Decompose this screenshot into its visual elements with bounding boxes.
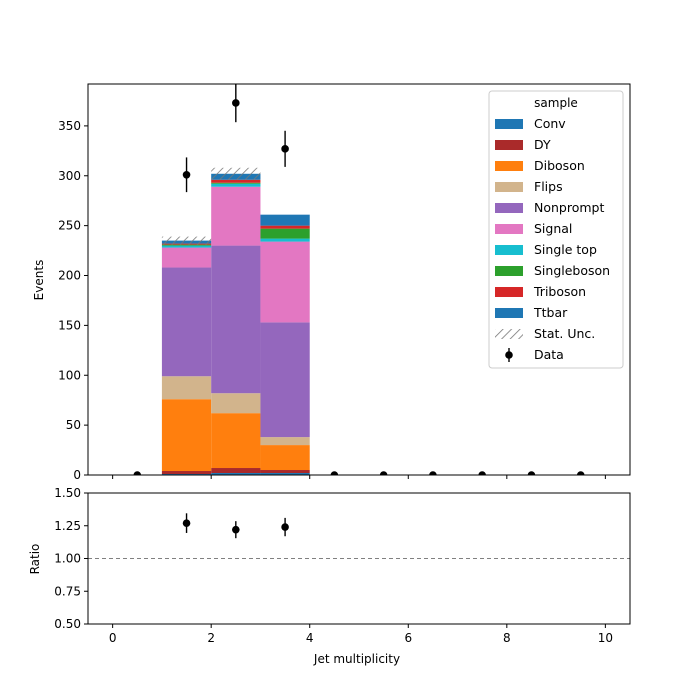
ratio-ytick-label-3: 1.25 <box>54 519 81 533</box>
stat-unc-bin-2 <box>211 167 261 180</box>
data-point-7 <box>429 471 437 475</box>
legend-swatch-nonprompt <box>495 203 523 213</box>
data-point-6 <box>379 471 388 475</box>
xtick-label-8: 8 <box>503 631 511 645</box>
bar-ttbar-bin-3 <box>260 214 310 226</box>
x-axis-label: Jet multiplicity <box>313 652 400 666</box>
xtick-label-0: 0 <box>109 631 117 645</box>
bar-nonprompt-bin-2 <box>211 245 261 394</box>
legend-label-singleboson: Singleboson <box>534 263 610 278</box>
bar-diboson-bin-1 <box>161 399 212 472</box>
xtick-label-10: 10 <box>598 631 613 645</box>
legend-swatch-flips <box>495 182 523 192</box>
data-point-4 <box>281 145 289 153</box>
main-ytick-label-150: 150 <box>58 318 81 332</box>
bar-flips-bin-1 <box>161 376 212 400</box>
bar-dy-bin-1 <box>161 471 212 475</box>
legend-swatch-dy <box>495 140 523 150</box>
bar-single-top-bin-2 <box>211 183 261 187</box>
legend-swatch-singleboson <box>495 266 523 276</box>
legend-label-diboson: Diboson <box>534 158 585 173</box>
bar-nonprompt-bin-3 <box>260 322 310 438</box>
ratio-ytick-label-1: 0.75 <box>54 584 81 598</box>
legend-label-signal: Signal <box>534 221 572 236</box>
bar-diboson-bin-3 <box>260 445 310 471</box>
main-axes-frame <box>87 83 631 476</box>
bar-singleboson-bin-1 <box>161 244 212 246</box>
xtick-label-6: 6 <box>404 631 412 645</box>
main-ytick-label-100: 100 <box>58 368 81 382</box>
data-point-3 <box>232 99 240 107</box>
legend-label-single-top: Single top <box>534 242 597 257</box>
ratio-point-2 <box>232 525 240 534</box>
bar-diboson-bin-2 <box>211 413 261 469</box>
bar-flips-bin-3 <box>260 437 310 446</box>
ratio-point-1 <box>182 519 191 527</box>
bar-dy-bin-3 <box>260 470 310 474</box>
data-point-5 <box>330 471 339 475</box>
bar-singleboson-bin-2 <box>211 182 261 184</box>
main-ytick-label-300: 300 <box>58 169 81 183</box>
bar-singleboson-bin-3 <box>260 228 310 239</box>
main-ytick-label-250: 250 <box>58 219 81 233</box>
data-point-2 <box>182 170 191 179</box>
data-point-8 <box>478 471 486 475</box>
bar-triboson-bin-3 <box>260 225 310 229</box>
bar-single-top-bin-3 <box>260 238 310 242</box>
legend-swatch-stat-unc <box>495 329 523 339</box>
stat-unc-bin-1 <box>161 236 212 245</box>
legend-swatch-conv <box>495 119 523 129</box>
legend-label-ttbar: Ttbar <box>533 305 568 320</box>
legend-title: sample <box>534 96 578 110</box>
ratio-ytick-label-2: 1.00 <box>54 552 81 566</box>
main-y-axis-label: Events <box>32 260 46 301</box>
legend-swatch-ttbar <box>495 308 523 318</box>
ratio-panel: 0.50 0.75 1.00 1.25 1.50 0 2 4 6 8 10 Ratio Jet m… <box>28 486 631 666</box>
main-panel: 0 50 100 150 200 250 300 350 Events <box>32 83 631 482</box>
legend-label-dy: DY <box>534 137 551 152</box>
data-point-1 <box>133 471 142 475</box>
bar-signal-bin-2 <box>211 186 261 246</box>
main-ytick-label-50: 50 <box>66 418 81 432</box>
xtick-label-2: 2 <box>207 631 215 645</box>
ratio-point-3 <box>281 523 289 531</box>
legend-label-data: Data <box>534 347 564 362</box>
bar-signal-bin-3 <box>260 241 310 323</box>
legend-data-marker <box>505 351 513 359</box>
xtick-label-4: 4 <box>306 631 314 645</box>
main-ytick-label-0: 0 <box>73 468 81 482</box>
legend-frame <box>488 90 624 369</box>
legend-swatch-triboson <box>495 287 523 297</box>
legend-label-triboson: Triboson <box>533 284 586 299</box>
legend-label-flips: Flips <box>534 179 563 194</box>
data-point-9 <box>527 471 536 475</box>
legend-label-stat-unc: Stat. Unc. <box>534 326 595 341</box>
legend-swatch-single-top <box>495 245 523 255</box>
legend-label-nonprompt: Nonprompt <box>534 200 604 215</box>
bar-dy-bin-2 <box>211 468 261 474</box>
bar-nonprompt-bin-1 <box>161 267 212 377</box>
legend: sample Conv DY Diboson Flips Nonprompt Signal S… <box>488 90 624 369</box>
bar-signal-bin-1 <box>161 247 212 268</box>
bar-single-top-bin-1 <box>161 245 212 248</box>
bar-conv-bin-2 <box>211 473 261 475</box>
bar-conv-bin-3 <box>260 473 310 475</box>
ratio-y-axis-label: Ratio <box>28 544 42 575</box>
legend-swatch-diboson <box>495 161 523 171</box>
main-ytick-label-200: 200 <box>58 269 81 283</box>
ratio-ytick-label-4: 1.50 <box>54 486 81 500</box>
bar-triboson-bin-2 <box>211 179 261 183</box>
legend-label-conv: Conv <box>534 116 566 131</box>
ratio-ytick-label-0: 0.50 <box>54 617 81 631</box>
main-ytick-label-350: 350 <box>58 119 81 133</box>
bar-flips-bin-2 <box>211 393 261 414</box>
legend-swatch-signal <box>495 224 523 234</box>
data-point-10 <box>576 471 585 475</box>
ratio-axes-frame <box>87 492 631 625</box>
